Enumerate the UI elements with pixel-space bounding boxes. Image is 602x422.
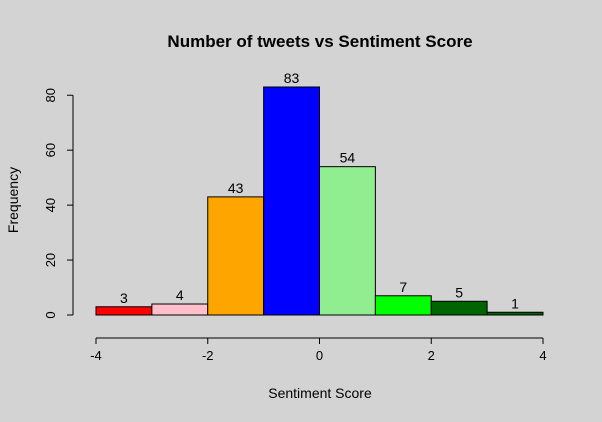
bar-value-label: 43 (228, 180, 244, 196)
histogram-bar (486, 311, 544, 316)
x-axis-label: Sentiment Score (268, 385, 372, 401)
histogram-bar (207, 196, 265, 316)
x-tick-label: 4 (539, 348, 546, 363)
histogram-bar (430, 300, 488, 316)
bar-value-label: 83 (284, 70, 300, 86)
x-axis: -4 -2 0 2 4 (90, 337, 547, 363)
bar-value-label: 4 (176, 287, 184, 303)
y-axis-label: Frequency (5, 167, 21, 233)
x-tick-label: -4 (90, 348, 102, 363)
bar-value-label: 5 (455, 284, 463, 300)
histogram-bar (263, 86, 320, 316)
histogram-bar (95, 306, 153, 316)
bar-value-label: 7 (399, 279, 407, 295)
x-tick-label: 2 (428, 348, 435, 363)
y-axis: 0 20 40 60 80 (43, 88, 74, 319)
bar-value-label: 54 (340, 150, 356, 166)
bar-value-label: 3 (120, 290, 128, 306)
histogram-bar (151, 303, 209, 316)
histogram-bar (319, 166, 376, 316)
y-tick-label: 40 (43, 198, 58, 212)
y-tick-label: 60 (43, 143, 58, 157)
y-tick-label: 80 (43, 88, 58, 102)
histogram-bar (374, 295, 432, 316)
y-tick-label: 0 (43, 311, 58, 318)
data-labels-group: 3 4 43 83 54 7 5 1 (120, 70, 519, 311)
x-tick-label: 0 (316, 348, 323, 363)
y-tick-label: 20 (43, 253, 58, 267)
bars-group (95, 86, 544, 316)
chart-title: Number of tweets vs Sentiment Score (167, 32, 472, 51)
bar-value-label: 1 (511, 295, 519, 311)
x-tick-label: -2 (202, 348, 214, 363)
